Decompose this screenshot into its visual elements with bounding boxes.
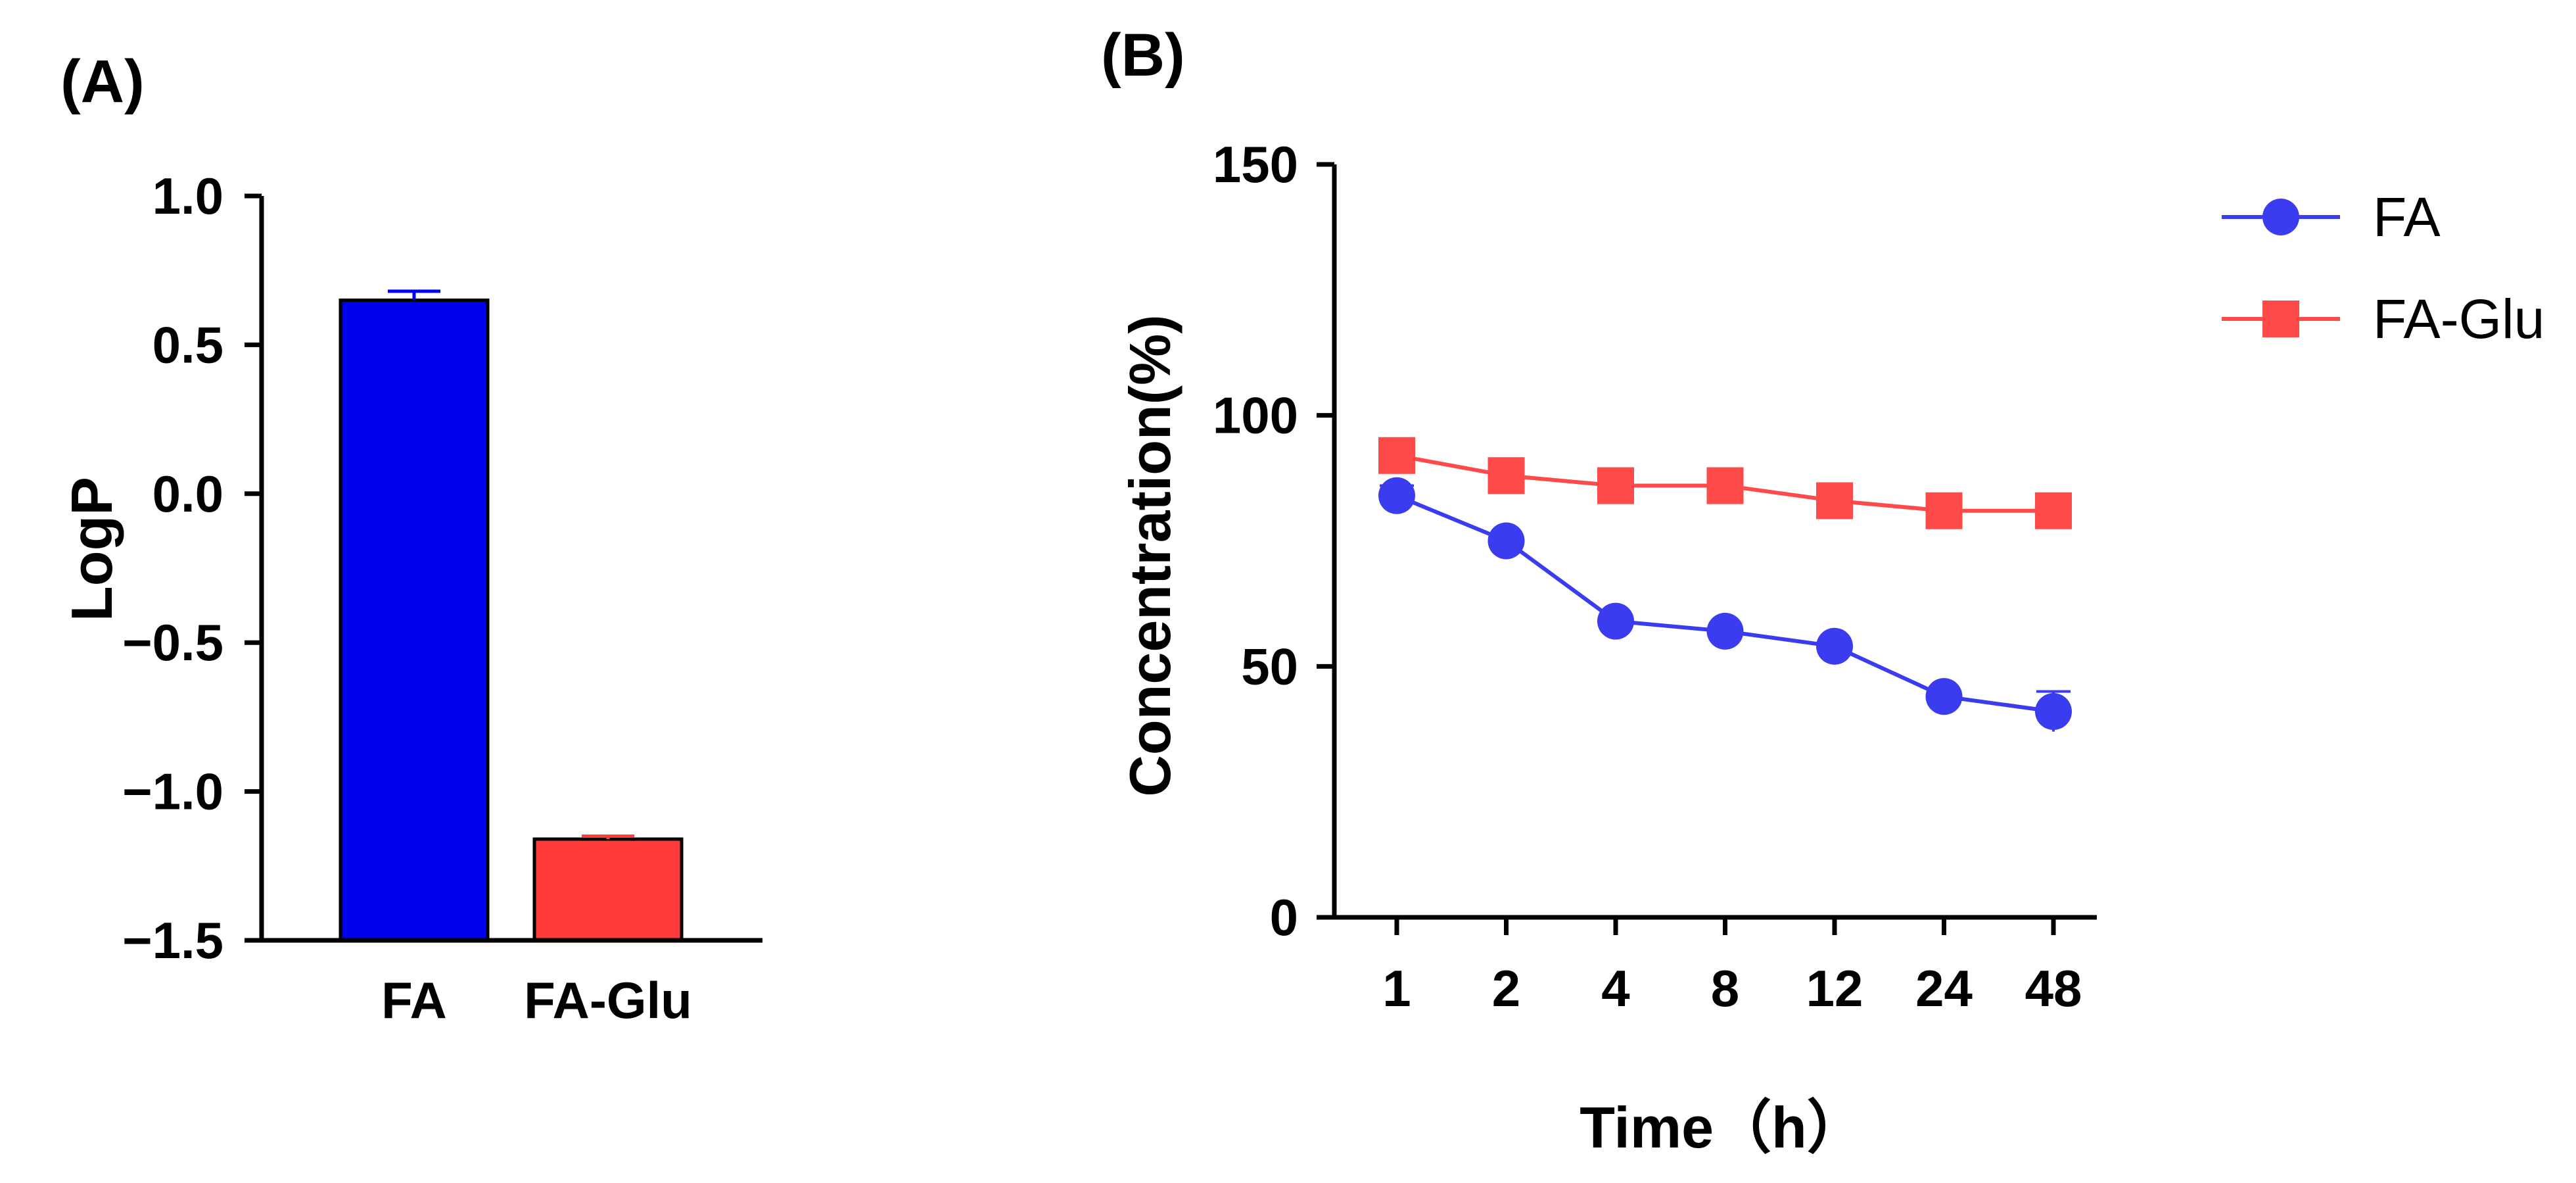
panel-b-point-fa bbox=[1597, 602, 1634, 640]
panel-a-y-tick-label: 0.0 bbox=[152, 465, 223, 523]
panel-b-x-tick-label: 12 bbox=[1806, 959, 1863, 1017]
panel-a-bars bbox=[339, 289, 684, 942]
panel-b-x-tick-label: 8 bbox=[1711, 959, 1739, 1017]
panel-b-y-tick-label: 50 bbox=[1241, 637, 1298, 695]
panel-b-x-tick-label: 4 bbox=[1601, 959, 1629, 1017]
panel-b-point-fa-glu bbox=[1816, 482, 1853, 519]
panel-b-point-fa-glu bbox=[1925, 492, 1963, 529]
panel-b-point-fa bbox=[1816, 627, 1853, 665]
panel-b-point-fa bbox=[1378, 477, 1415, 514]
panel-b-y-tick-label: 150 bbox=[1213, 135, 1298, 193]
panel-b-x-axis-title: Time（h） bbox=[1580, 1095, 1865, 1160]
panel-a-y-tick-label: −0.5 bbox=[122, 614, 223, 671]
panel-b-x-ticks: 1 2 4 8 12 24 48 bbox=[1382, 917, 2082, 1017]
panel-a-y-tick-label: 1.0 bbox=[152, 167, 223, 225]
panel-b-y-ticks: 150 100 50 0 bbox=[1213, 135, 1334, 946]
panel-b-legend-label: FA-Glu bbox=[2373, 288, 2544, 350]
panel-b-point-fa-glu bbox=[2035, 492, 2072, 529]
panel-a-bar bbox=[532, 837, 684, 942]
panel-b-x-tick-label: 24 bbox=[1915, 959, 1973, 1017]
panel-b-point-fa-glu bbox=[1378, 437, 1415, 474]
panel-b-point-fa bbox=[2035, 693, 2072, 731]
panel-b-x-tick-label: 2 bbox=[1492, 959, 1520, 1017]
panel-a-y-tick-label: −1.5 bbox=[122, 911, 223, 969]
panel-b-legend-label: FA bbox=[2373, 186, 2441, 248]
panel-a-bar bbox=[339, 298, 490, 942]
panel-a-x-label: FA bbox=[381, 971, 447, 1029]
panel-b-legend-marker-fa-glu bbox=[2262, 301, 2299, 337]
panel-a: (A) LogP 1.0 0.5 0.0 −0.5 −1.0 −1.5 FA FA-Glu bbox=[59, 48, 762, 1029]
panel-a-x-label: FA-Glu bbox=[524, 971, 692, 1029]
panel-a-y-tick-label: −1.0 bbox=[122, 763, 223, 821]
panel-a-y-tick-label: 0.5 bbox=[152, 316, 223, 374]
panel-b-x-tick-label: 1 bbox=[1382, 959, 1411, 1017]
panel-b-label: (B) bbox=[1101, 22, 1185, 89]
panel-b-y-tick-label: 0 bbox=[1270, 888, 1298, 946]
panel-b-point-fa-glu bbox=[1597, 467, 1634, 504]
panel-a-y-ticks: 1.0 0.5 0.0 −0.5 −1.0 −1.5 bbox=[122, 167, 262, 969]
panel-b-y-tick-label: 100 bbox=[1213, 387, 1298, 445]
panel-b-x-tick-label: 48 bbox=[2025, 959, 2082, 1017]
panel-b-point-fa-glu bbox=[1706, 467, 1744, 504]
panel-b-legend-marker-fa bbox=[2262, 199, 2299, 235]
panel-b-point-fa bbox=[1706, 612, 1744, 650]
panel-a-label: (A) bbox=[60, 48, 145, 115]
panel-a-x-labels: FA FA-Glu bbox=[381, 971, 692, 1029]
panel-b-point-fa bbox=[1925, 678, 1963, 715]
panel-a-y-axis-title: LogP bbox=[59, 477, 124, 621]
panel-b-point-fa-glu bbox=[1487, 457, 1525, 495]
panel-b-legend: FA FA-Glu bbox=[2222, 186, 2544, 350]
panel-b-point-fa bbox=[1487, 522, 1525, 560]
panel-b-series bbox=[1378, 437, 2072, 732]
panel-b-y-axis-title: Concentration(%) bbox=[1117, 314, 1183, 796]
